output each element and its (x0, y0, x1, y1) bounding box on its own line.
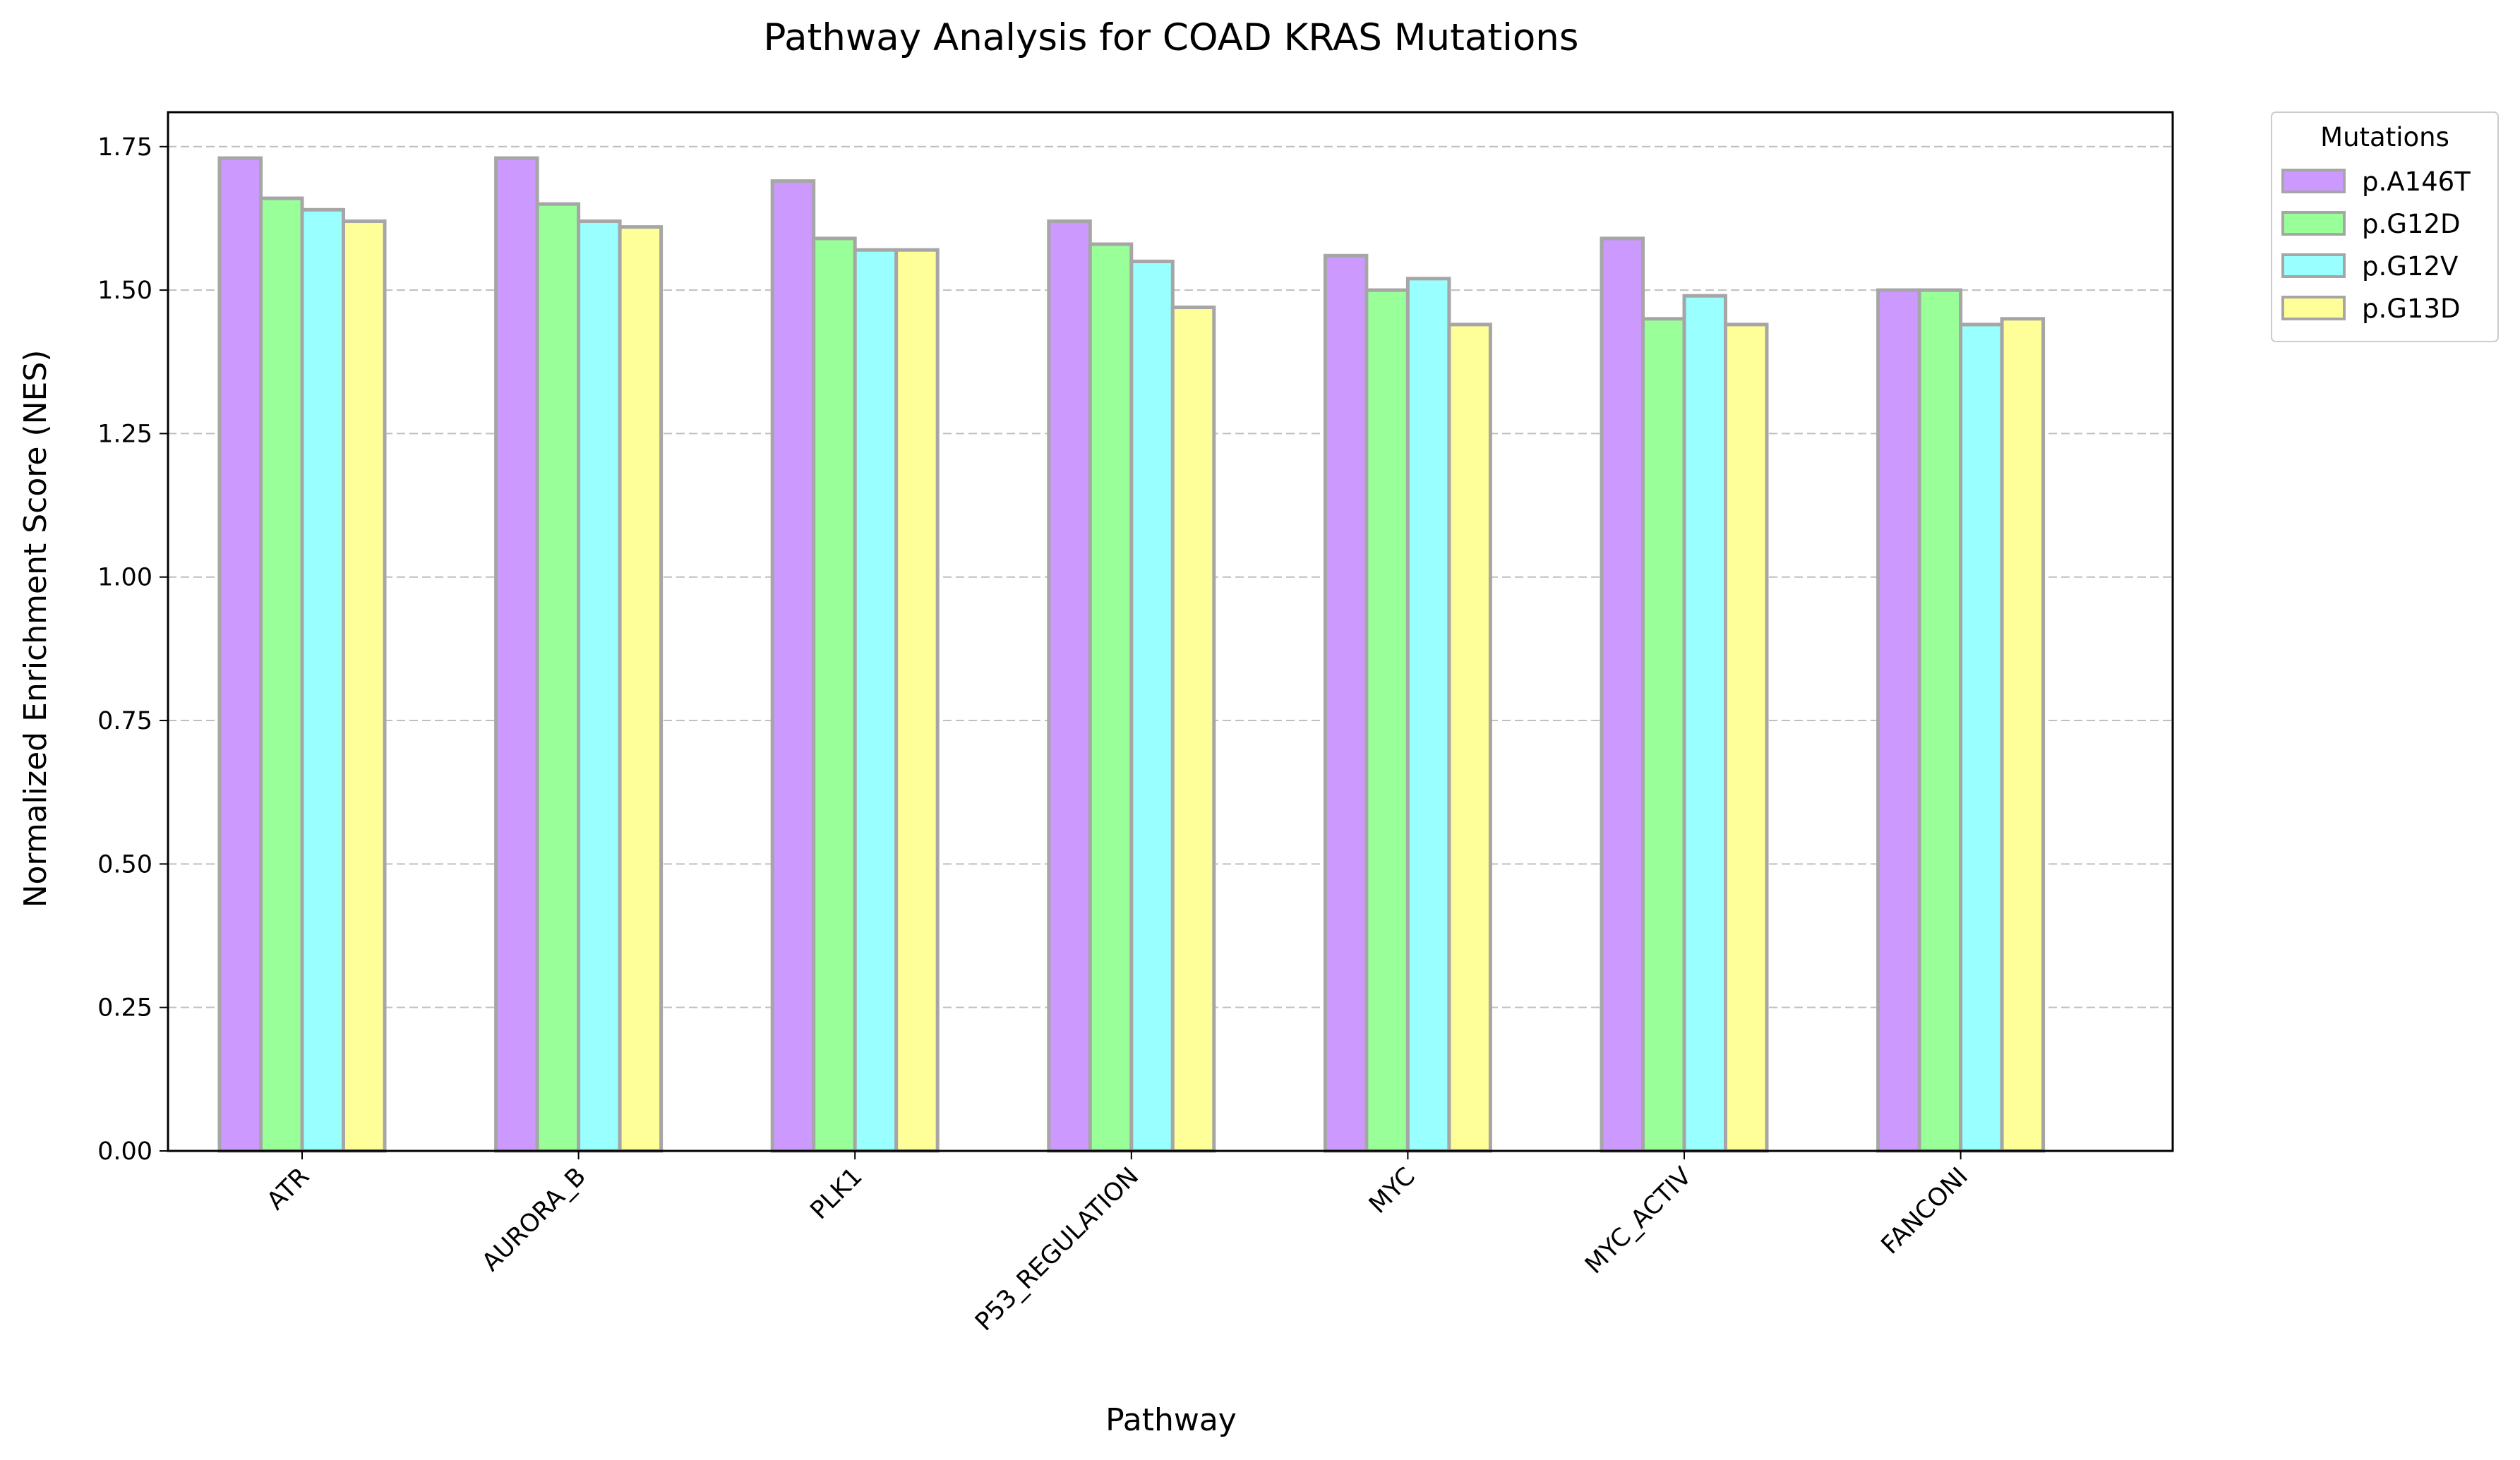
bar-group-p53-regulation (1047, 219, 1216, 1153)
bar-pg13d (2000, 317, 2046, 1153)
bar-pg12d (812, 236, 857, 1153)
legend: Mutations p.A146T p.G12D p.G12V p.G13D (2271, 111, 2499, 342)
y-tick-label: 1.50 (97, 277, 152, 305)
bar-pg12v (1959, 322, 2004, 1153)
bars (217, 156, 2046, 1153)
y-axis-label: Normalized Enrichment Score (NES) (18, 350, 54, 908)
bar-group-plk1 (770, 179, 940, 1153)
bar-group-atr (217, 156, 387, 1153)
bar-pg12d (535, 202, 581, 1153)
y-tick-label: 0.25 (97, 994, 152, 1022)
bar-pa146t (494, 156, 539, 1153)
y-tick-label: 1.00 (97, 564, 152, 592)
legend-label: p.G13D (2362, 294, 2461, 324)
y-tick-label: 1.75 (97, 133, 152, 162)
legend-item: p.G12V (2281, 251, 2458, 282)
bar-pg12v (300, 207, 345, 1153)
bar-group-myc-activ (1600, 236, 1769, 1153)
bar-pg12v (853, 248, 899, 1153)
bar-pg12v (1682, 294, 1727, 1153)
legend-item: p.A146T (2281, 167, 2471, 197)
bar-pg12d (1917, 288, 1963, 1153)
legend-swatch (2281, 296, 2346, 320)
bar-pa146t (1876, 288, 1921, 1153)
x-axis-label: Pathway (1105, 1402, 1237, 1438)
bar-pg12v (1129, 259, 1175, 1153)
bar-group-aurora-b (494, 156, 664, 1153)
legend-swatch (2281, 211, 2346, 236)
bar-pg13d (1724, 322, 1769, 1153)
bar-pg13d (894, 248, 940, 1153)
bar-pg13d (342, 219, 387, 1153)
bar-pa146t (217, 156, 263, 1153)
bar-pg12v (577, 219, 622, 1153)
y-tick-label: 1.25 (97, 420, 152, 448)
legend-item: p.G13D (2281, 294, 2461, 324)
legend-title: Mutations (2320, 122, 2449, 152)
y-tick-label: 0.00 (97, 1138, 152, 1166)
legend-label: p.G12D (2362, 209, 2461, 239)
bar-pg12d (1641, 317, 1686, 1153)
bar-pa146t (1047, 219, 1092, 1153)
bar-pg13d (1170, 306, 1216, 1153)
bar-pa146t (1323, 253, 1369, 1153)
legend-swatch (2281, 253, 2346, 278)
legend-swatch (2281, 169, 2346, 193)
bar-group-fanconi (1876, 288, 2046, 1153)
legend-item: p.G12D (2281, 209, 2461, 239)
legend-label: p.G12V (2362, 251, 2458, 282)
chart-title: Pathway Analysis for COAD KRAS Mutations (763, 16, 1578, 59)
y-tick-label: 0.75 (97, 707, 152, 735)
legend-label: p.A146T (2362, 167, 2471, 197)
bar-group-myc (1323, 253, 1492, 1153)
bar-pg12v (1405, 277, 1451, 1153)
legend-items: p.A146T p.G12D p.G12V p.G13D (2281, 167, 2471, 324)
bar-pa146t (770, 179, 816, 1153)
bar-pg13d (618, 225, 664, 1153)
bar-pg13d (1447, 322, 1492, 1153)
y-axis: 0.00 0.25 0.50 0.75 1.00 1.25 1.50 1.75 (97, 133, 168, 1166)
bar-pg12d (259, 196, 304, 1153)
bar-pg12d (1364, 288, 1410, 1153)
bar-pa146t (1600, 236, 1645, 1153)
bar-pg12d (1088, 242, 1134, 1153)
y-tick-label: 0.50 (97, 850, 152, 879)
plot-frame (167, 111, 2174, 1152)
